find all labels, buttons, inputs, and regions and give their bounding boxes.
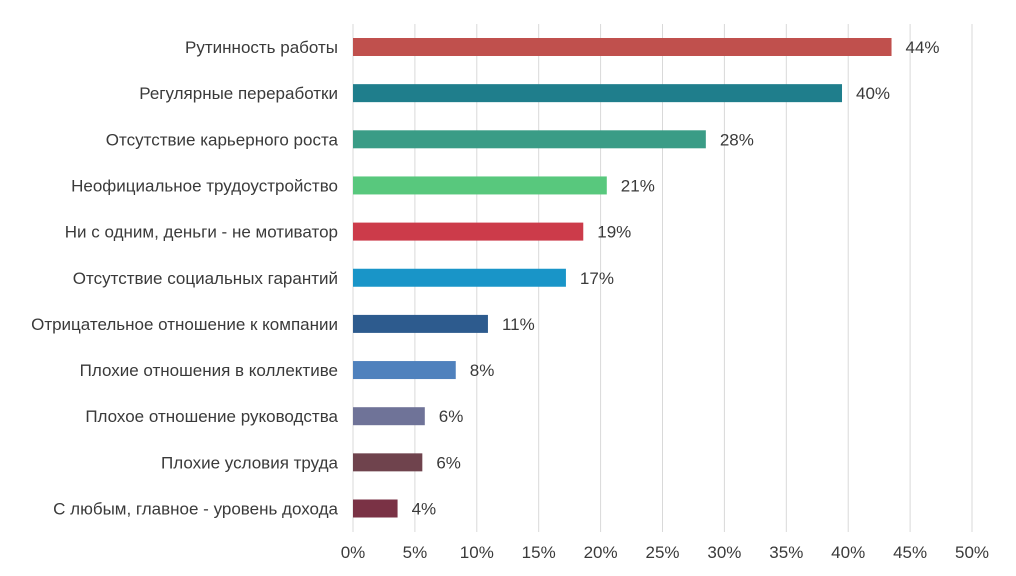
x-axis-tick-labels: 0% 5% 10% 15% 20% 25% 30% 35% 40% 45% 50% — [341, 543, 989, 562]
category-label: Рутинность работы — [185, 38, 338, 57]
data-labels: 44% 40% 28% 21% 19% 17% 11% 8% 6% 6% 4% — [412, 38, 940, 519]
bar-1 — [353, 38, 892, 56]
data-label: 4% — [412, 500, 437, 519]
category-label: Отсутствие социальных гарантий — [73, 269, 338, 288]
category-labels: Рутинность работы Регулярные переработки О… — [31, 38, 338, 519]
data-label: 6% — [436, 453, 461, 472]
x-tick-label: 15% — [522, 543, 556, 562]
x-tick-label: 10% — [460, 543, 494, 562]
x-tick-label: 45% — [893, 543, 927, 562]
x-tick-label: 40% — [831, 543, 865, 562]
bar-3 — [353, 130, 706, 149]
category-label: Неофициальное трудоустройство — [71, 176, 338, 195]
x-tick-label: 30% — [707, 543, 741, 562]
bar-11 — [353, 499, 398, 518]
data-label: 19% — [597, 223, 631, 242]
category-label: Плохое отношение руководства — [85, 407, 338, 426]
bar-5 — [353, 222, 584, 241]
bar-6 — [353, 268, 566, 287]
bar-7 — [353, 314, 488, 333]
x-tick-label: 20% — [584, 543, 618, 562]
category-label: Регулярные переработки — [139, 84, 338, 103]
data-label: 8% — [470, 361, 495, 380]
x-tick-label: 50% — [955, 543, 989, 562]
data-label: 28% — [720, 130, 754, 149]
bar-9 — [353, 407, 425, 426]
bar-8 — [353, 361, 456, 380]
bar-10 — [353, 453, 423, 472]
data-label: 6% — [439, 407, 464, 426]
x-tick-label: 25% — [645, 543, 679, 562]
category-label: Ни с одним, деньги - не мотиватор — [65, 223, 338, 242]
data-label: 11% — [502, 315, 535, 334]
bars — [353, 38, 892, 518]
category-label: Плохие условия труда — [161, 453, 339, 472]
data-label: 17% — [580, 269, 614, 288]
data-label: 40% — [856, 84, 890, 103]
bar-4 — [353, 176, 607, 195]
bar-2 — [353, 84, 843, 103]
category-label: Плохие отношения в коллективе — [80, 361, 338, 380]
data-label: 21% — [621, 176, 655, 195]
data-label: 44% — [906, 38, 940, 57]
gridlines — [352, 24, 973, 532]
x-tick-label: 0% — [341, 543, 366, 562]
category-label: Отрицательное отношение к компании — [31, 315, 338, 334]
category-label: Отсутствие карьерного роста — [106, 130, 339, 149]
x-tick-label: 35% — [769, 543, 803, 562]
x-tick-label: 5% — [403, 543, 428, 562]
category-label: С любым, главное - уровень дохода — [53, 500, 338, 519]
